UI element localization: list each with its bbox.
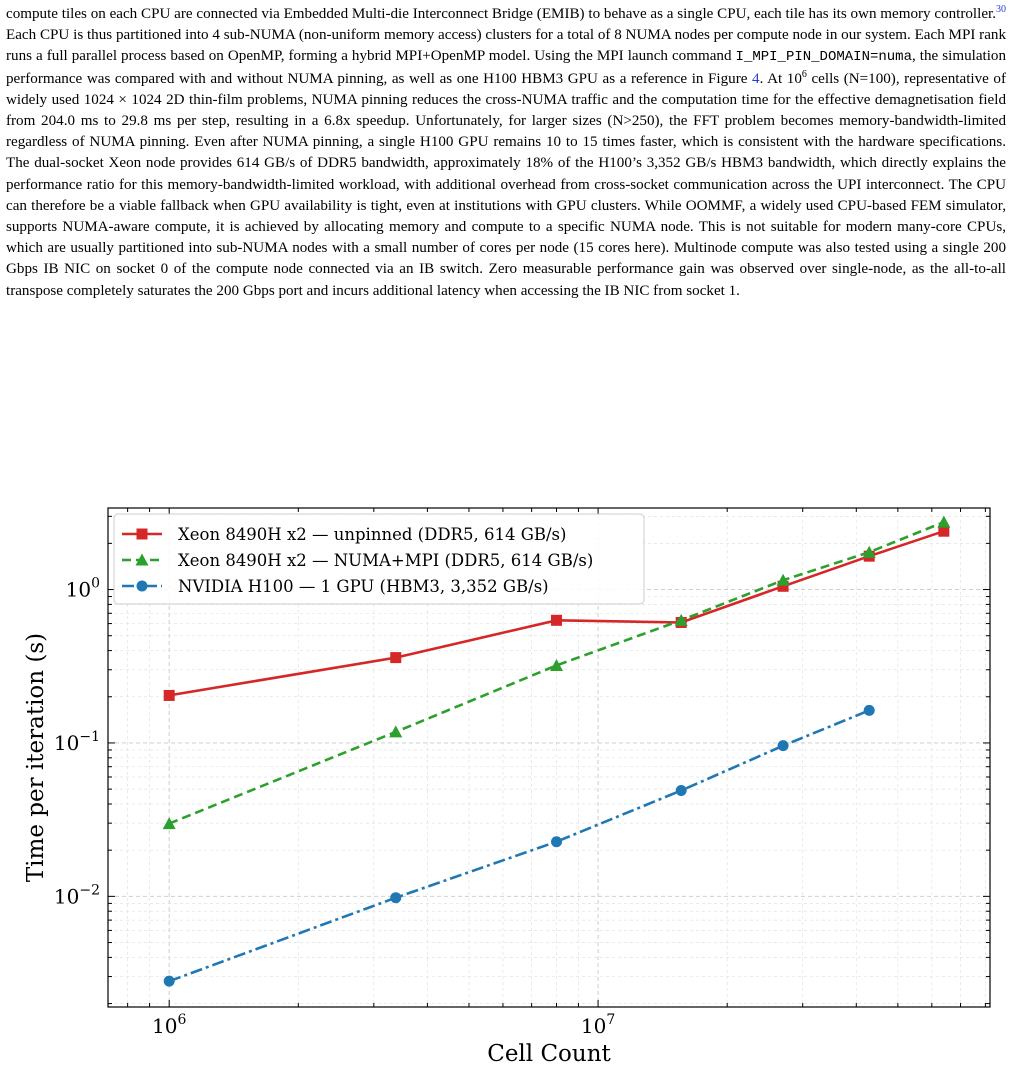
data-point-circle	[163, 975, 175, 987]
data-point-circle	[136, 580, 148, 592]
code-snippet: I_MPI_PIN_DOMAIN=numa	[735, 49, 912, 66]
legend-box	[113, 513, 645, 605]
y-axis-label: Time per iteration (s)	[23, 633, 49, 882]
chart-series	[162, 515, 951, 987]
citation-link[interactable]: 30	[996, 3, 1006, 15]
data-point-circle	[551, 836, 563, 848]
y-tick-label: 10−1	[54, 729, 100, 755]
paragraph-text: , the simulation performance was compare…	[6, 48, 1006, 87]
data-point-square	[163, 689, 175, 701]
figure-link[interactable]: 4	[752, 70, 760, 87]
series-2	[162, 515, 951, 830]
figure-ref-prefix: Figure	[708, 70, 753, 87]
data-point-triangle	[162, 817, 176, 830]
data-point-square	[390, 652, 402, 664]
body-paragraph: compute tiles on each CPU are connected …	[6, 4, 1006, 302]
data-point-square	[777, 580, 789, 592]
data-point-triangle	[776, 573, 790, 586]
data-point-triangle	[135, 553, 149, 566]
axis-ticks: 106 107 10−2 10−1 100	[54, 508, 990, 1038]
x-tick-label: 107	[581, 1012, 615, 1038]
series-3	[163, 704, 875, 987]
data-point-triangle	[937, 515, 951, 528]
data-point-square	[938, 525, 950, 537]
performance-chart: 106 107 10−2 10−1 100 Xeon 8490H x2 — unpinn…	[23, 507, 991, 1066]
legend-label: Xeon 8490H x2 — unpinned (DDR5, 614 GB/s…	[178, 525, 566, 544]
paragraph-text: cells (N=100), representative of widely …	[6, 70, 1006, 299]
series-line	[168, 709, 870, 983]
paragraph-text: . At 10	[759, 70, 802, 87]
data-point-triangle	[674, 613, 688, 626]
y-tick-label: 100	[66, 576, 100, 602]
paragraph-text: Each CPU is thus partitioned into 4 sub-…	[6, 27, 1006, 65]
data-point-circle	[777, 740, 789, 752]
legend-label: Xeon 8490H x2 — NUMA+MPI (DDR5, 614 GB/s…	[178, 551, 593, 570]
chart-legend: Xeon 8490H x2 — unpinned (DDR5, 614 GB/s…	[113, 513, 645, 605]
data-point-square	[551, 614, 563, 626]
data-point-square	[136, 528, 148, 540]
data-point-circle	[675, 784, 687, 796]
legend-label: NVIDIA H100 — 1 GPU (HBM3, 3,352 GB/s)	[178, 577, 549, 596]
data-point-circle	[390, 892, 402, 904]
exponent: 6	[801, 68, 807, 80]
data-point-triangle	[389, 725, 403, 738]
paragraph-text: compute tiles on each CPU are connected …	[6, 6, 996, 22]
data-point-triangle	[550, 658, 564, 671]
plot-frame	[107, 507, 991, 1008]
data-point-triangle	[862, 545, 876, 558]
x-axis-label: Cell Count	[487, 1041, 611, 1066]
y-tick-label: 10−2	[54, 882, 100, 908]
data-point-circle	[863, 704, 875, 716]
x-tick-label: 106	[152, 1012, 186, 1038]
